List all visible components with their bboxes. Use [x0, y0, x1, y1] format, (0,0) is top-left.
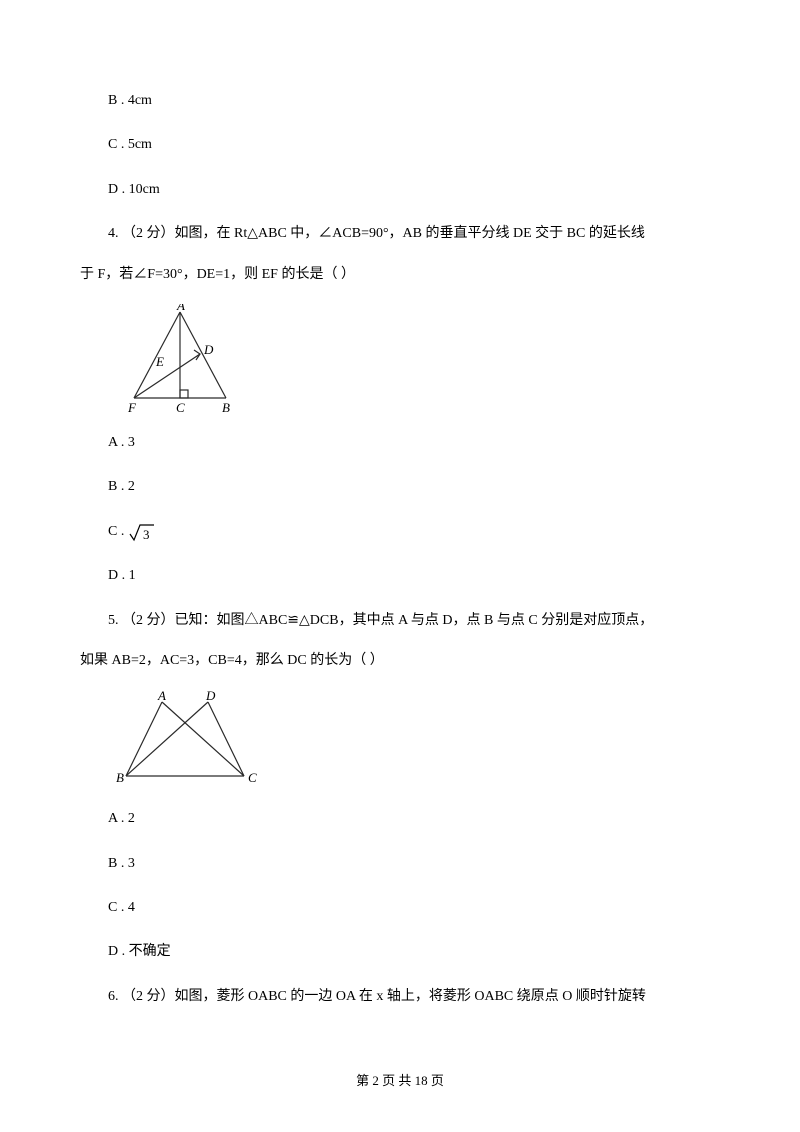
q4-text-line1: 4. （2 分）如图，在 Rt△ABC 中，∠ACB=90°，AB 的垂直平分线… — [80, 223, 720, 245]
q4-label-E: E — [155, 354, 164, 369]
q4-label-B: B — [222, 400, 230, 414]
q4-option-c: C . 3 — [80, 521, 720, 543]
q4-option-c-prefix: C . — [108, 524, 128, 539]
q5-text-line1: 5. （2 分）已知：如图△ABC≌△DCB，其中点 A 与点 D，点 B 与点… — [80, 610, 720, 632]
q4-label-A: A — [176, 304, 185, 313]
q5-option-a: A . 2 — [80, 808, 720, 830]
q5-option-d: D . 不确定 — [80, 941, 720, 963]
q5-triangle-svg: A D B C — [108, 690, 268, 790]
q6-text: 6. （2 分）如图，菱形 OABC 的一边 OA 在 x 轴上，将菱形 OAB… — [80, 986, 720, 1008]
q4-option-d: D . 1 — [80, 565, 720, 587]
q5-figure: A D B C — [108, 690, 720, 790]
q3-option-b: B . 4cm — [80, 90, 720, 112]
q4-figure: A E D F C B — [108, 304, 720, 414]
page-footer: 第 2 页 共 18 页 — [0, 1071, 800, 1092]
q4-option-c-value: 3 — [143, 527, 150, 542]
q3-option-c: C . 5cm — [80, 134, 720, 156]
q4-label-F: F — [127, 400, 137, 414]
q5-option-c: C . 4 — [80, 897, 720, 919]
q5-label-A: A — [157, 690, 166, 703]
q5-option-b: B . 3 — [80, 853, 720, 875]
q5-text-line2: 如果 AB=2，AC=3，CB=4，那么 DC 的长为（ ） — [80, 650, 720, 672]
q5-label-C: C — [248, 770, 257, 785]
q5-label-B: B — [116, 770, 124, 785]
q4-option-b: B . 2 — [80, 476, 720, 498]
q4-option-a: A . 3 — [80, 432, 720, 454]
page-content: B . 4cm C . 5cm D . 10cm 4. （2 分）如图，在 Rt… — [0, 0, 800, 1076]
q5-label-D: D — [205, 690, 216, 703]
q4-label-D: D — [203, 342, 214, 357]
sqrt-icon: 3 — [128, 522, 156, 542]
q3-option-d: D . 10cm — [80, 179, 720, 201]
q4-triangle-svg: A E D F C B — [108, 304, 243, 414]
q4-label-C: C — [176, 400, 185, 414]
q4-text-line2: 于 F，若∠F=30°，DE=1，则 EF 的长是（ ） — [80, 264, 720, 286]
